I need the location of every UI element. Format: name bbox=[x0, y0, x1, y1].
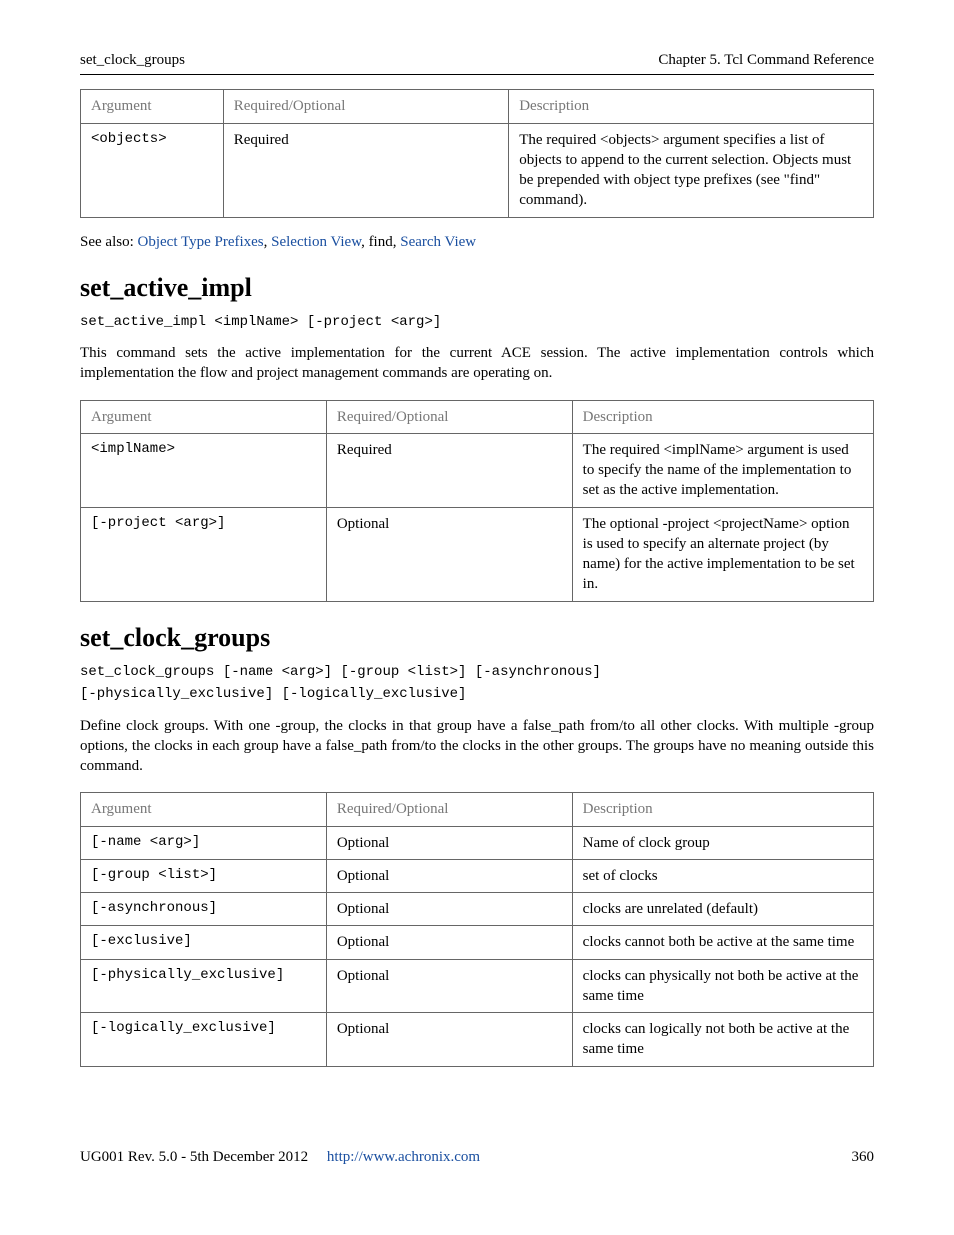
col-description: Description bbox=[509, 90, 874, 123]
link-search-view[interactable]: Search View bbox=[400, 234, 476, 250]
link-selection-view[interactable]: Selection View bbox=[271, 234, 361, 250]
table-row: [-name <arg>] Optional Name of clock gro… bbox=[81, 826, 874, 859]
cell-arg: [-group <list>] bbox=[81, 859, 327, 892]
table-header-row: Argument Required/Optional Description bbox=[81, 90, 874, 123]
table-row: <objects> Required The required <objects… bbox=[81, 123, 874, 217]
cell-desc: clocks are unrelated (default) bbox=[572, 893, 873, 926]
link-find[interactable]: find bbox=[369, 234, 393, 250]
set-clock-groups-desc: Define clock groups. With one -group, th… bbox=[80, 716, 874, 777]
table-row: [-project <arg>] Optional The optional -… bbox=[81, 507, 874, 601]
cell-desc: The required <implName> argument is used… bbox=[572, 433, 873, 507]
table-row: [-exclusive] Optional clocks cannot both… bbox=[81, 926, 874, 959]
cell-arg: [-name <arg>] bbox=[81, 826, 327, 859]
cell-arg: [-asynchronous] bbox=[81, 893, 327, 926]
cell-req: Optional bbox=[326, 893, 572, 926]
cell-desc: set of clocks bbox=[572, 859, 873, 892]
see-also: See also: Object Type Prefixes, Selectio… bbox=[80, 232, 874, 252]
col-required: Required/Optional bbox=[326, 400, 572, 433]
set-active-impl-desc: This command sets the active implementat… bbox=[80, 343, 874, 384]
cell-desc: clocks cannot both be active at the same… bbox=[572, 926, 873, 959]
cell-arg: [-exclusive] bbox=[81, 926, 327, 959]
footer-left: UG001 Rev. 5.0 - 5th December 2012 http:… bbox=[80, 1147, 480, 1167]
table-row: <implName> Required The required <implNa… bbox=[81, 433, 874, 507]
cell-req: Optional bbox=[326, 826, 572, 859]
see-also-label: See also: bbox=[80, 234, 138, 250]
table-header-row: Argument Required/Optional Description bbox=[81, 400, 874, 433]
table-header-row: Argument Required/Optional Description bbox=[81, 793, 874, 826]
set-active-impl-syntax: set_active_impl <implName> [-project <ar… bbox=[80, 311, 874, 333]
objects-table: Argument Required/Optional Description <… bbox=[80, 89, 874, 217]
cell-req: Required bbox=[326, 433, 572, 507]
cell-arg: [-project <arg>] bbox=[81, 507, 327, 601]
cell-arg: [-physically_exclusive] bbox=[81, 959, 327, 1013]
cell-req: Optional bbox=[326, 1013, 572, 1067]
section-set-clock-groups-title: set_clock_groups bbox=[80, 620, 874, 655]
page-footer: UG001 Rev. 5.0 - 5th December 2012 http:… bbox=[80, 1147, 874, 1167]
footer-page: 360 bbox=[852, 1147, 875, 1167]
header-right: Chapter 5. Tcl Command Reference bbox=[658, 50, 874, 70]
cell-arg: [-logically_exclusive] bbox=[81, 1013, 327, 1067]
table-row: [-logically_exclusive] Optional clocks c… bbox=[81, 1013, 874, 1067]
cell-desc: clocks can physically not both be active… bbox=[572, 959, 873, 1013]
table-row: [-group <list>] Optional set of clocks bbox=[81, 859, 874, 892]
cell-desc: clocks can logically not both be active … bbox=[572, 1013, 873, 1067]
cell-req: Required bbox=[223, 123, 508, 217]
table-row: [-asynchronous] Optional clocks are unre… bbox=[81, 893, 874, 926]
page-header: set_clock_groups Chapter 5. Tcl Command … bbox=[80, 50, 874, 70]
col-argument: Argument bbox=[81, 793, 327, 826]
header-rule bbox=[80, 74, 874, 75]
set-clock-groups-syntax: set_clock_groups [-name <arg>] [-group <… bbox=[80, 661, 874, 706]
col-description: Description bbox=[572, 400, 873, 433]
cell-req: Optional bbox=[326, 959, 572, 1013]
section-set-active-impl-title: set_active_impl bbox=[80, 270, 874, 305]
cell-req: Optional bbox=[326, 926, 572, 959]
col-argument: Argument bbox=[81, 400, 327, 433]
cell-req: Optional bbox=[326, 859, 572, 892]
cell-req: Optional bbox=[326, 507, 572, 601]
header-left: set_clock_groups bbox=[80, 50, 185, 70]
cell-arg: <objects> bbox=[81, 123, 224, 217]
table-row: [-physically_exclusive] Optional clocks … bbox=[81, 959, 874, 1013]
col-argument: Argument bbox=[81, 90, 224, 123]
set-clock-groups-table: Argument Required/Optional Description [… bbox=[80, 792, 874, 1066]
cell-arg: <implName> bbox=[81, 433, 327, 507]
footer-url[interactable]: http://www.achronix.com bbox=[327, 1149, 480, 1165]
col-required: Required/Optional bbox=[326, 793, 572, 826]
col-required: Required/Optional bbox=[223, 90, 508, 123]
cell-desc: The required <objects> argument specifie… bbox=[509, 123, 874, 217]
col-description: Description bbox=[572, 793, 873, 826]
cell-desc: Name of clock group bbox=[572, 826, 873, 859]
link-object-type-prefixes[interactable]: Object Type Prefixes bbox=[138, 234, 264, 250]
cell-desc: The optional -project <projectName> opti… bbox=[572, 507, 873, 601]
set-active-impl-table: Argument Required/Optional Description <… bbox=[80, 400, 874, 602]
footer-rev: UG001 Rev. 5.0 - 5th December 2012 bbox=[80, 1149, 308, 1165]
